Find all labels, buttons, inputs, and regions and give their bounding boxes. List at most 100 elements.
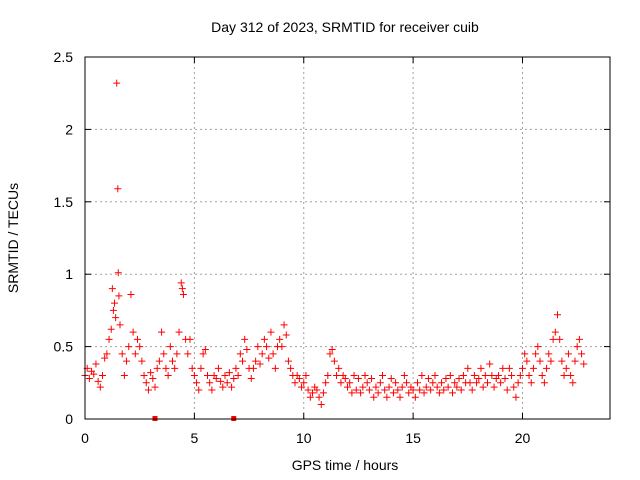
data-point bbox=[131, 350, 139, 358]
data-point bbox=[464, 364, 472, 372]
data-point bbox=[204, 372, 211, 380]
data-point bbox=[354, 374, 362, 382]
data-point bbox=[101, 354, 109, 362]
data-point bbox=[225, 369, 233, 377]
data-point bbox=[206, 379, 214, 387]
data-point bbox=[414, 379, 421, 387]
data-point bbox=[427, 386, 435, 394]
data-point bbox=[118, 350, 126, 358]
data-point bbox=[249, 364, 257, 372]
data-point bbox=[271, 364, 279, 372]
data-point bbox=[420, 389, 428, 397]
data-points bbox=[81, 79, 588, 421]
data-point bbox=[350, 372, 358, 380]
data-point bbox=[256, 360, 264, 368]
data-point bbox=[173, 350, 181, 358]
data-point bbox=[383, 393, 391, 401]
data-point bbox=[403, 379, 411, 387]
data-point bbox=[346, 379, 354, 387]
data-point bbox=[278, 343, 286, 351]
data-point bbox=[85, 374, 93, 382]
data-point bbox=[144, 386, 152, 394]
data-point bbox=[359, 383, 367, 391]
data-point bbox=[258, 350, 266, 358]
data-point bbox=[234, 372, 242, 380]
y-tick-label: 1.5 bbox=[54, 194, 74, 210]
data-point bbox=[376, 379, 384, 387]
data-point bbox=[562, 364, 570, 372]
data-point bbox=[405, 389, 413, 397]
data-point bbox=[556, 335, 564, 343]
data-point bbox=[219, 383, 227, 391]
data-point bbox=[315, 393, 323, 401]
data-point bbox=[481, 372, 489, 380]
data-point bbox=[494, 372, 502, 380]
data-point bbox=[569, 379, 577, 387]
data-point bbox=[564, 350, 572, 358]
data-point bbox=[438, 379, 446, 387]
data-point bbox=[177, 279, 185, 287]
data-point bbox=[466, 379, 474, 387]
data-point bbox=[532, 350, 540, 358]
data-point bbox=[232, 364, 240, 372]
data-point bbox=[263, 343, 271, 351]
data-point bbox=[534, 343, 542, 351]
data-point bbox=[111, 299, 119, 307]
data-point bbox=[328, 345, 336, 353]
data-point bbox=[374, 389, 382, 397]
data-point bbox=[363, 379, 371, 387]
data-point bbox=[348, 389, 356, 397]
data-point bbox=[457, 386, 465, 394]
data-point bbox=[103, 350, 111, 358]
data-point bbox=[398, 383, 406, 391]
data-point bbox=[392, 379, 400, 387]
data-point bbox=[431, 372, 439, 380]
data-point bbox=[120, 372, 128, 380]
data-point bbox=[179, 290, 187, 298]
data-point bbox=[247, 374, 255, 382]
data-point bbox=[199, 350, 207, 358]
data-point bbox=[571, 357, 579, 365]
data-point bbox=[433, 383, 441, 391]
data-point bbox=[197, 364, 205, 372]
data-point bbox=[365, 386, 373, 394]
data-point bbox=[142, 379, 150, 387]
data-point bbox=[490, 383, 498, 391]
data-point bbox=[523, 357, 531, 365]
data-point bbox=[221, 372, 229, 380]
data-point bbox=[554, 311, 561, 319]
data-point bbox=[503, 386, 511, 394]
data-point bbox=[282, 331, 290, 339]
data-point bbox=[545, 350, 553, 358]
data-point bbox=[352, 386, 360, 394]
data-point bbox=[400, 372, 408, 380]
data-point bbox=[254, 343, 262, 351]
data-point bbox=[151, 383, 159, 391]
data-point bbox=[411, 393, 419, 401]
data-point bbox=[508, 372, 516, 380]
data-point bbox=[357, 389, 365, 397]
data-point bbox=[193, 379, 201, 387]
data-point bbox=[578, 350, 586, 358]
data-point bbox=[269, 350, 277, 358]
data-point bbox=[304, 386, 312, 394]
y-axis-label: SRMTID / TECUs bbox=[5, 183, 21, 293]
data-point bbox=[306, 393, 314, 401]
data-point bbox=[422, 383, 430, 391]
data-point bbox=[123, 357, 131, 365]
data-point bbox=[521, 350, 529, 358]
data-point bbox=[243, 345, 251, 353]
data-point bbox=[387, 374, 395, 382]
data-point bbox=[486, 360, 494, 368]
data-point bbox=[459, 372, 467, 380]
data-point bbox=[149, 374, 157, 382]
data-point bbox=[276, 335, 284, 343]
data-point bbox=[516, 372, 524, 380]
data-point bbox=[105, 335, 113, 343]
data-point bbox=[409, 386, 417, 394]
data-point bbox=[230, 374, 238, 382]
y-tick-label: 0 bbox=[65, 411, 73, 427]
data-point bbox=[536, 357, 544, 365]
data-point bbox=[302, 372, 310, 380]
data-point bbox=[560, 372, 568, 380]
